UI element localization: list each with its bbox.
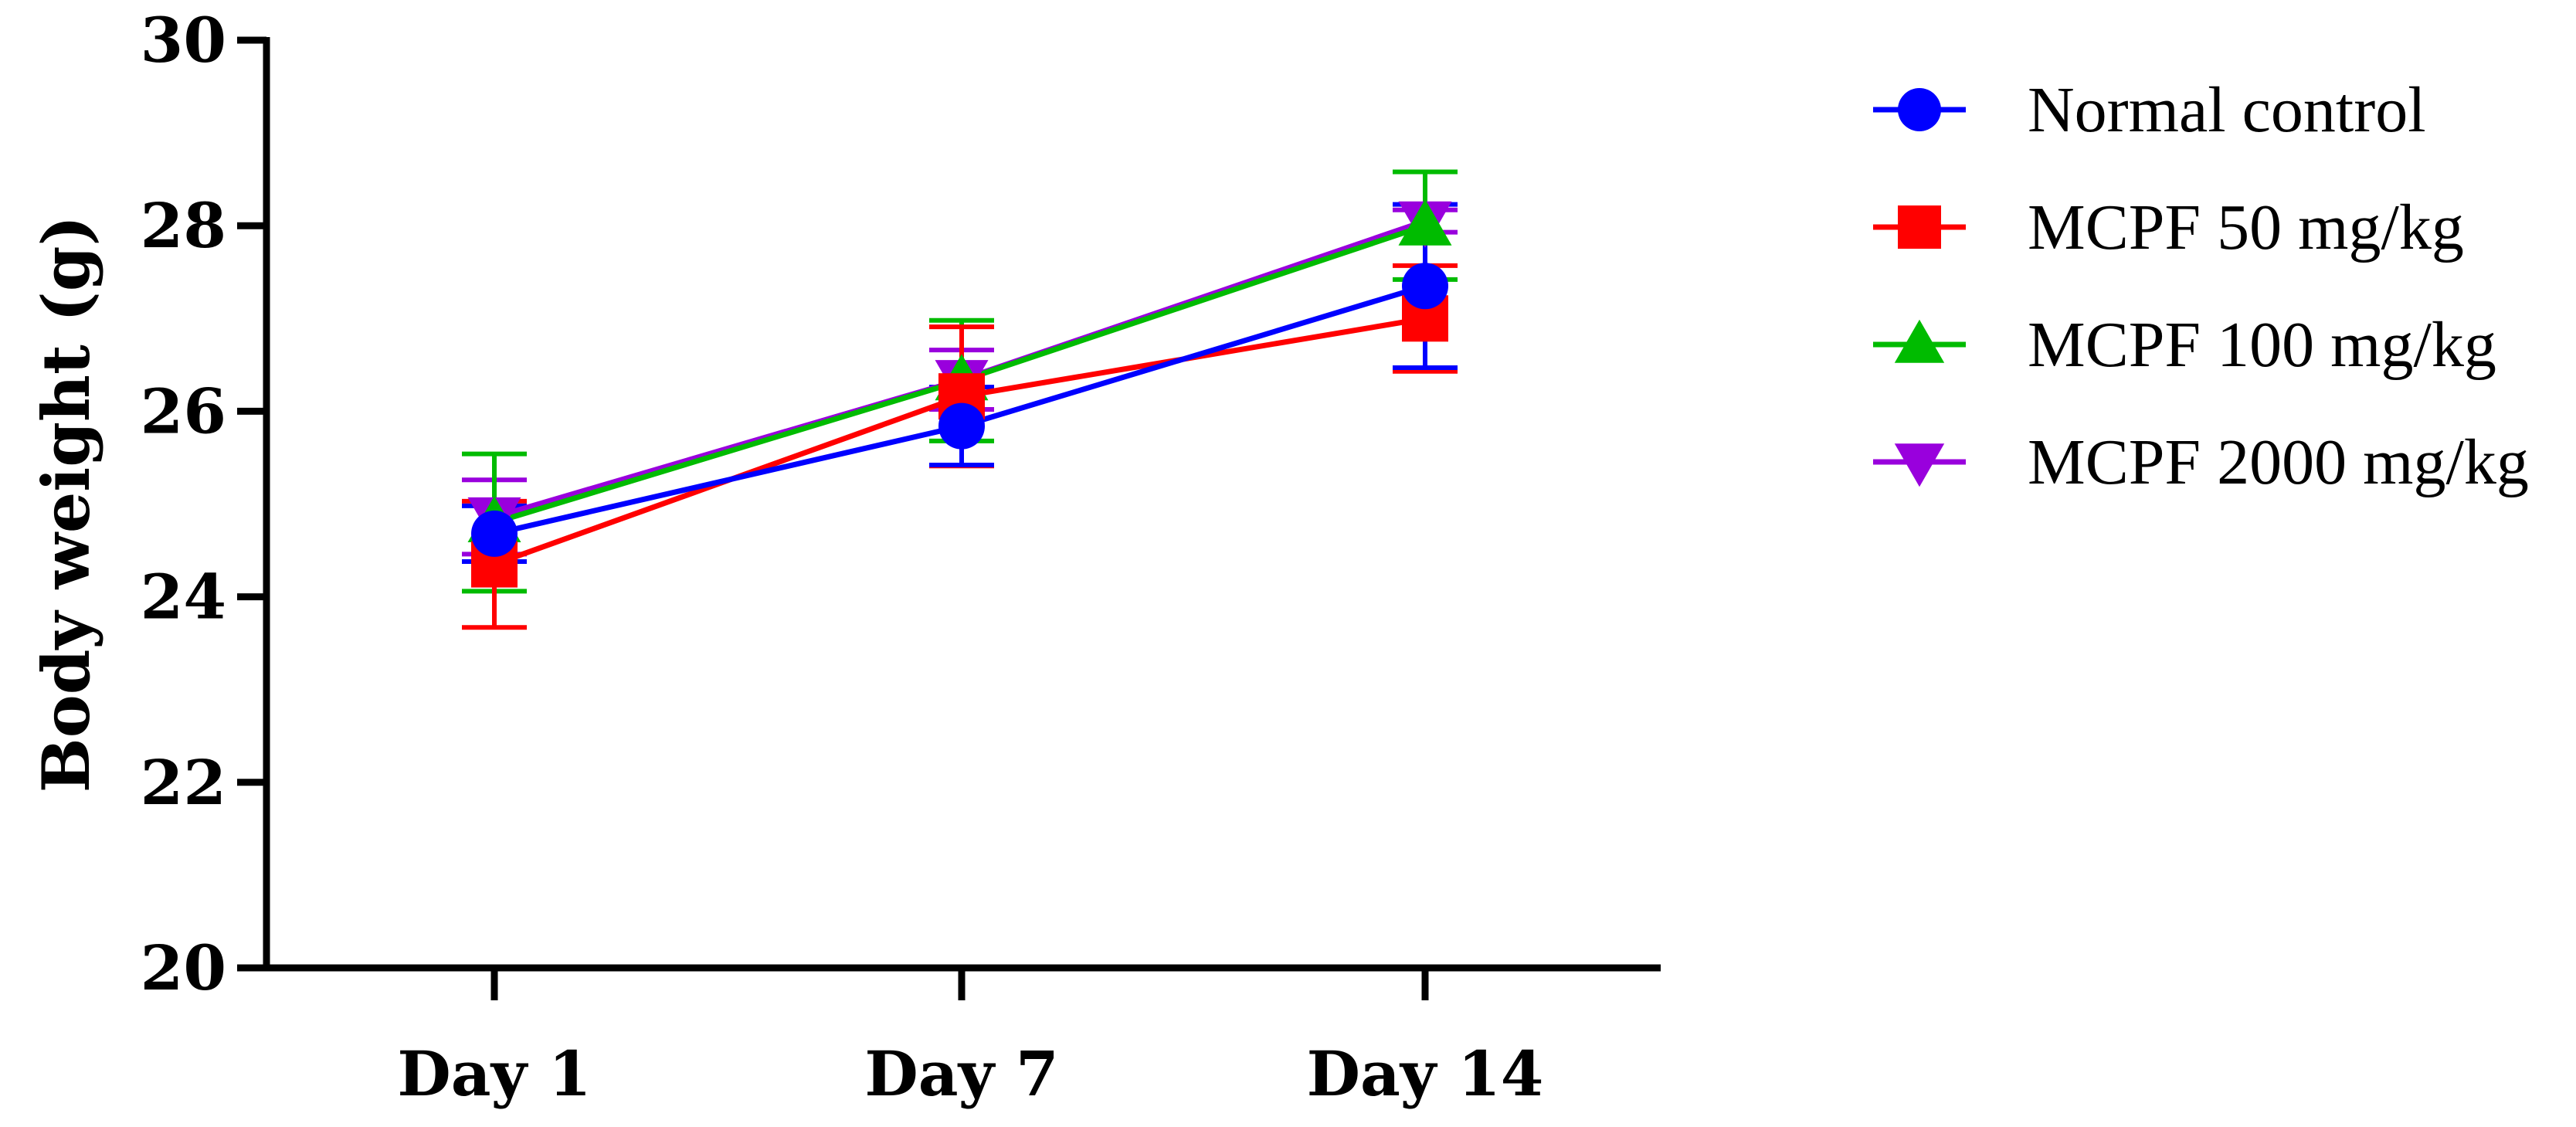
data-point [471, 510, 518, 557]
y-tick-label: 20 [141, 932, 226, 1004]
legend-marker [1898, 205, 1941, 249]
legend-label: MCPF 2000 mg/kg [2028, 426, 2529, 498]
legend: Normal control MCPF 50 mg/kg MCPF 100 mg/k… [1873, 74, 2529, 498]
x-tick-label: Day 1 [397, 1037, 591, 1110]
legend-item-3: MCPF 2000 mg/kg [1873, 426, 2529, 498]
legend-marker [1894, 443, 1945, 487]
axes: 20 22 24 26 28 30 Day 1 Day 7 Day 14 Body weight … [28, 4, 1661, 1110]
x-tick-label: Day 14 [1307, 1037, 1544, 1110]
legend-item-1: MCPF 50 mg/kg [1873, 192, 2464, 263]
data-point [1398, 199, 1452, 246]
legend-label: MCPF 50 mg/kg [2028, 192, 2464, 263]
y-tick-label: 28 [141, 189, 226, 262]
y-axis-title: Body weight (g) [28, 216, 104, 793]
series-markers-2 [467, 199, 1452, 543]
legend-label: Normal control [2028, 74, 2426, 146]
y-tick-label: 26 [141, 375, 226, 447]
y-tick-label: 30 [141, 4, 226, 76]
legend-item-2: MCPF 100 mg/kg [1873, 309, 2496, 381]
x-tick-label: Day 7 [864, 1037, 1058, 1110]
y-tick-label: 24 [141, 561, 226, 633]
data-point [938, 402, 985, 450]
y-tick-label: 22 [141, 746, 226, 819]
legend-label: MCPF 100 mg/kg [2028, 309, 2496, 381]
series-layer [462, 169, 1458, 630]
series-markers-0 [471, 263, 1448, 557]
legend-marker [1894, 319, 1945, 363]
legend-item-0: Normal control [1873, 74, 2426, 146]
data-point [1402, 263, 1448, 310]
legend-marker [1898, 88, 1941, 131]
